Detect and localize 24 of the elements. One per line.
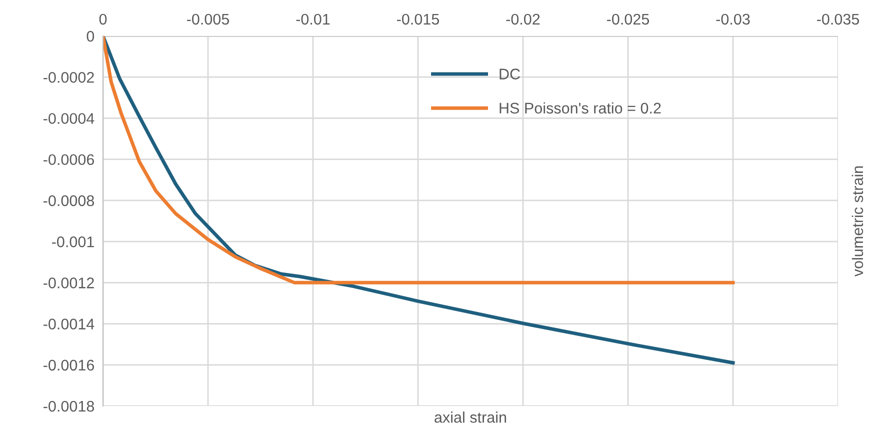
- y-tick-label: -0.0006: [44, 154, 94, 166]
- x-tick-label: 0: [99, 14, 107, 25]
- y-tick-label: -0.0002: [44, 72, 94, 83]
- legend-label: DC: [500, 68, 520, 80]
- y-tick-label: -0.0014: [44, 318, 94, 330]
- line-series: [103, 36, 735, 365]
- legend-label: HS Poisson's ratio = 0.2: [500, 102, 661, 114]
- y-tick-label: -0.0004: [44, 113, 94, 124]
- y-tick-label: -0.0012: [44, 278, 94, 288]
- x-tick-label: -0.015: [397, 14, 440, 25]
- y-tick-label: -0.001: [52, 236, 94, 248]
- x-tick-label: -0.005: [187, 14, 230, 25]
- x-tick-label: -0.02: [506, 14, 540, 25]
- y-axis-title: volumetric strain: [852, 166, 864, 277]
- x-tick-label: -0.025: [607, 14, 650, 25]
- y-tick-label: -0.0008: [44, 195, 94, 206]
- x-tick-label: -0.035: [817, 14, 860, 25]
- x-tick-label: -0.01: [296, 14, 330, 25]
- x-axis-title: axial strain: [434, 412, 506, 423]
- line-series: [103, 36, 735, 284]
- x-tick-label: -0.03: [716, 14, 750, 25]
- y-tick-label: 0: [86, 30, 94, 42]
- y-tick-label: -0.0018: [44, 400, 94, 412]
- y-tick-label: -0.0016: [44, 360, 94, 371]
